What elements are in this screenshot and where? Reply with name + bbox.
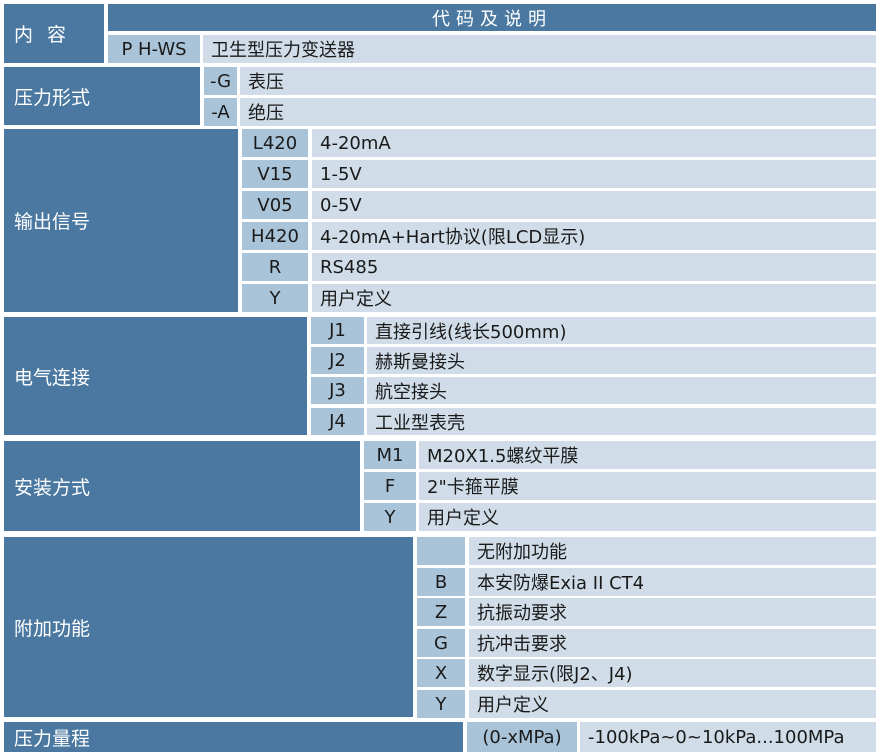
content-header: 内 容 bbox=[4, 4, 104, 63]
option-description: 抗冲击要求 bbox=[469, 629, 876, 657]
option-code: J1 bbox=[311, 317, 364, 344]
section-label: 安装方式 bbox=[4, 441, 360, 531]
option-description: M20X1.5螺纹平膜 bbox=[419, 441, 876, 469]
option-description: 用户定义 bbox=[312, 284, 876, 312]
option-description: 绝压 bbox=[240, 98, 876, 126]
option-code: M1 bbox=[364, 441, 416, 469]
option-description: 赫斯曼接头 bbox=[367, 347, 876, 374]
option-code: Z bbox=[417, 598, 465, 626]
section-label: 输出信号 bbox=[4, 129, 238, 312]
option-description: 4-20mA bbox=[312, 129, 876, 157]
option-description: -100kPa~0~10kPa...100MPa bbox=[580, 722, 876, 752]
section-label: 压力量程 bbox=[4, 722, 463, 752]
option-code: H420 bbox=[242, 222, 308, 250]
option-code: Y bbox=[242, 284, 308, 312]
option-description: 航空接头 bbox=[367, 377, 876, 404]
option-code: Y bbox=[364, 503, 416, 531]
option-description: 4-20mA+Hart协议(限LCD显示) bbox=[312, 222, 876, 250]
option-code: R bbox=[242, 253, 308, 281]
option-description: 用户定义 bbox=[469, 690, 876, 718]
option-description: 直接引线(线长500mm) bbox=[367, 317, 876, 344]
option-description: 数字显示(限J2、J4) bbox=[469, 659, 876, 687]
option-description: 0-5V bbox=[312, 191, 876, 219]
option-code: V05 bbox=[242, 191, 308, 219]
option-code: X bbox=[417, 659, 465, 687]
option-code: J3 bbox=[311, 377, 364, 404]
option-description: 本安防爆Exia II CT4 bbox=[469, 568, 876, 596]
option-code: V15 bbox=[242, 160, 308, 188]
option-code: Y bbox=[417, 690, 465, 718]
option-code bbox=[417, 537, 465, 565]
section-label: 电气连接 bbox=[4, 317, 307, 435]
model-description: 卫生型压力变送器 bbox=[203, 35, 876, 63]
option-code: (0-xMPa) bbox=[467, 722, 577, 752]
section-label: 附加功能 bbox=[4, 537, 413, 717]
option-description: 1-5V bbox=[312, 160, 876, 188]
option-description: 表压 bbox=[240, 67, 876, 95]
code-description-header: 代码及说明 bbox=[108, 4, 876, 31]
option-description: 无附加功能 bbox=[469, 537, 876, 565]
option-code: F bbox=[364, 472, 416, 500]
option-description: RS485 bbox=[312, 253, 876, 281]
option-description: 用户定义 bbox=[419, 503, 876, 531]
option-code: -G bbox=[204, 67, 237, 95]
option-code: G bbox=[417, 629, 465, 657]
option-description: 2"卡箍平膜 bbox=[419, 472, 876, 500]
section-label: 压力形式 bbox=[4, 67, 200, 125]
option-code: B bbox=[417, 568, 465, 596]
option-code: -A bbox=[204, 98, 237, 126]
option-description: 抗振动要求 bbox=[469, 598, 876, 626]
option-description: 工业型表壳 bbox=[367, 408, 876, 435]
option-code: L420 bbox=[242, 129, 308, 157]
model-code: P H-WS bbox=[108, 35, 200, 63]
option-code: J2 bbox=[311, 347, 364, 374]
option-code: J4 bbox=[311, 408, 364, 435]
